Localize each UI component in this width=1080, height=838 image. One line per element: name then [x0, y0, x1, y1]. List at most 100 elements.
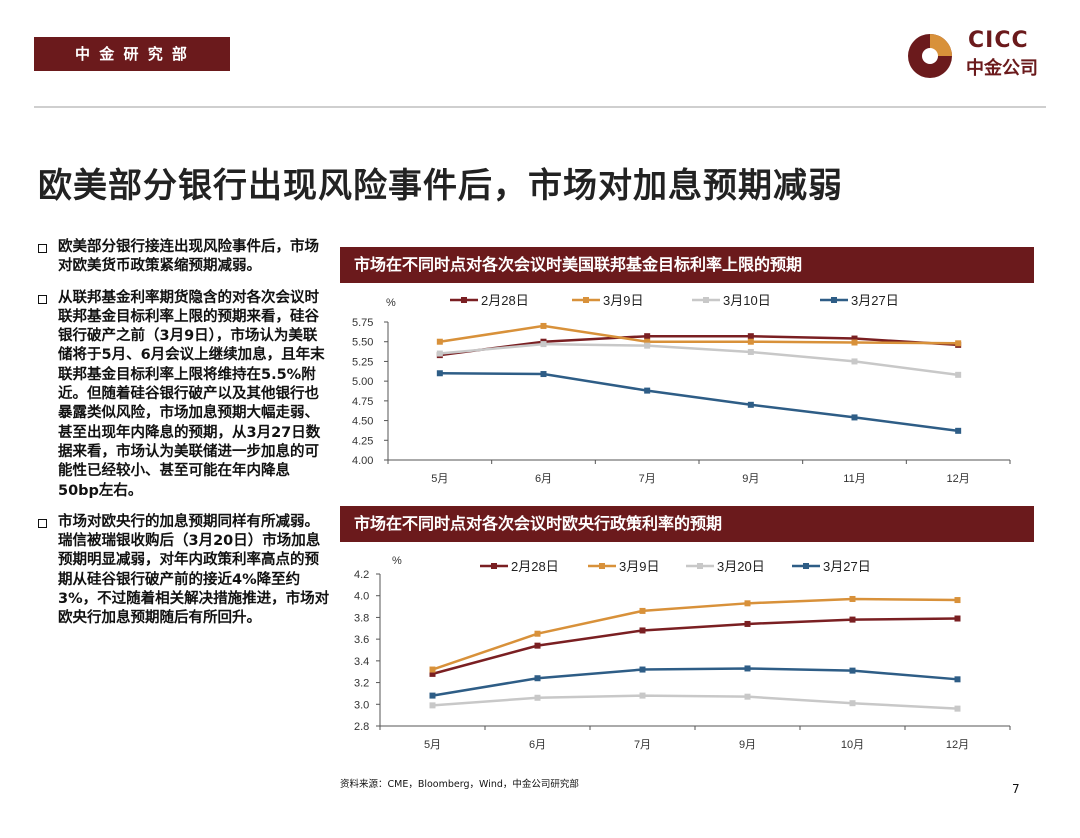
y-tick-label: 3.4 [354, 656, 369, 668]
data-point [534, 675, 541, 682]
cicc-logo-icon [908, 34, 952, 78]
bullet-item: 从联邦基金利率期货隐含的对各次会议时联邦基金目标利率上限的预期来看，硅谷银行破产… [38, 289, 330, 501]
data-point [644, 333, 651, 340]
x-tick-label: 12月 [946, 739, 969, 751]
y-unit-label: % [386, 297, 396, 309]
data-point [644, 342, 651, 349]
series-line [439, 342, 959, 377]
data-point [639, 692, 646, 699]
data-point [747, 333, 754, 340]
data-point [955, 371, 962, 378]
data-point [744, 620, 751, 627]
bullet-item: 欧美部分银行接连出现风险事件后，市场对欧美货币政策紧缩预期减弱。 [38, 238, 330, 277]
legend-label: 3月9日 [619, 559, 659, 574]
data-point [534, 642, 541, 649]
legend-label: 3月27日 [851, 293, 899, 308]
y-tick-label: 4.00 [352, 455, 373, 467]
bullet-square-icon [38, 518, 47, 528]
data-point [851, 414, 858, 421]
fed-rate-expectation-chart: % 5.75 5.50 5.25 5.00 4.75 4.50 4.25 4.00 5月 6月 7月 9… [352, 293, 1011, 485]
legend-marker [491, 563, 497, 569]
data-point [534, 630, 541, 637]
bullet-text: 市场对欧央行的加息预期同样有所减弱。瑞信被瑞银收购后（3月20日）市场加息预期明… [58, 513, 330, 627]
legend-marker [803, 563, 809, 569]
header-divider [34, 106, 1046, 108]
y-tick-label: 4.2 [354, 569, 369, 581]
data-point [851, 339, 858, 346]
data-point [955, 427, 962, 434]
bullet-list: 欧美部分银行接连出现风险事件后，市场对欧美货币政策紧缩预期减弱。 从联邦基金利率… [38, 238, 330, 641]
x-tick-label: 5月 [424, 739, 441, 751]
y-tick-label: 4.75 [352, 396, 373, 408]
series-line [439, 324, 959, 345]
department-badge: 中 金 研 究 部 [34, 37, 230, 71]
page-number: 7 [1012, 782, 1020, 796]
data-point [429, 692, 436, 699]
data-point [849, 700, 856, 707]
data-point [429, 666, 436, 673]
series-line [432, 617, 958, 676]
legend-marker [697, 563, 703, 569]
chart-1-title: 市场在不同时点对各次会议时美国联邦基金目标利率上限的预期 [340, 247, 1034, 283]
source-note: 资料来源：CME，Bloomberg，Wind，中金公司研究部 [340, 779, 579, 790]
data-point [954, 705, 961, 712]
data-point [540, 322, 547, 329]
bullet-text: 欧美部分银行接连出现风险事件后，市场对欧美货币政策紧缩预期减弱。 [58, 239, 319, 275]
data-point [747, 338, 754, 345]
x-tick-label: 11月 [843, 473, 865, 485]
chart-2-title: 市场在不同时点对各次会议时欧央行政策利率的预期 [340, 506, 1034, 542]
y-tick-label: 4.25 [352, 435, 373, 447]
legend-label: 3月20日 [717, 559, 765, 574]
bullet-text: 从联邦基金利率期货隐含的对各次会议时联邦基金目标利率上限的预期来看，硅谷银行破产… [58, 289, 325, 499]
data-point [436, 350, 443, 357]
data-point [644, 338, 651, 345]
data-point [954, 597, 961, 604]
legend-label: 3月27日 [823, 559, 871, 574]
series-line [432, 694, 958, 710]
data-point [849, 667, 856, 674]
legend-marker [831, 297, 837, 303]
legend-marker [703, 297, 709, 303]
data-point [747, 348, 754, 355]
data-point [644, 387, 651, 394]
data-point [639, 627, 646, 634]
bullet-item: 市场对欧央行的加息预期同样有所减弱。瑞信被瑞银收购后（3月20日）市场加息预期明… [38, 513, 330, 629]
cicc-logo: CICC 中金公司 [904, 28, 1054, 82]
y-tick-label: 2.8 [354, 721, 369, 733]
data-point [851, 358, 858, 365]
x-tick-label: 6月 [535, 473, 552, 485]
bullet-square-icon [38, 294, 47, 304]
x-tick-label: 12月 [947, 473, 970, 485]
y-tick-label: 3.6 [354, 634, 369, 646]
legend-label: 3月9日 [603, 293, 643, 308]
page-title: 欧美部分银行出现风险事件后，市场对加息预期减弱 [38, 166, 843, 206]
x-tick-label: 9月 [739, 739, 756, 751]
legend-label: 2月28日 [511, 559, 559, 574]
series-line [439, 334, 959, 357]
bullet-square-icon [38, 244, 47, 253]
series-line [432, 597, 958, 671]
y-tick-label: 3.8 [354, 612, 369, 624]
data-point [849, 595, 856, 602]
y-tick-label: 5.00 [352, 376, 373, 388]
series-line [432, 667, 958, 697]
data-point [954, 676, 961, 683]
legend-label: 3月10日 [723, 293, 771, 308]
ecb-rate-expectation-chart: % 4.2 4.0 3.8 3.6 3.4 3.2 3.0 2.8 5月 6月 7月 9月 10月 12月 2… [354, 555, 1011, 751]
data-point [429, 702, 436, 709]
data-point [851, 335, 858, 342]
y-tick-label: 5.75 [352, 317, 373, 329]
logo-text-en: CICC [968, 28, 1029, 53]
y-tick-label: 4.0 [354, 591, 369, 603]
data-point [954, 615, 961, 622]
data-point [436, 338, 443, 345]
data-point [744, 600, 751, 607]
logo-text-cn: 中金公司 [966, 58, 1038, 79]
data-point [639, 607, 646, 614]
data-point [849, 616, 856, 623]
data-point [747, 401, 754, 408]
x-tick-label: 9月 [742, 473, 759, 485]
y-tick-label: 5.50 [352, 337, 373, 349]
legend-label: 2月28日 [481, 293, 529, 308]
series-line [439, 372, 959, 433]
